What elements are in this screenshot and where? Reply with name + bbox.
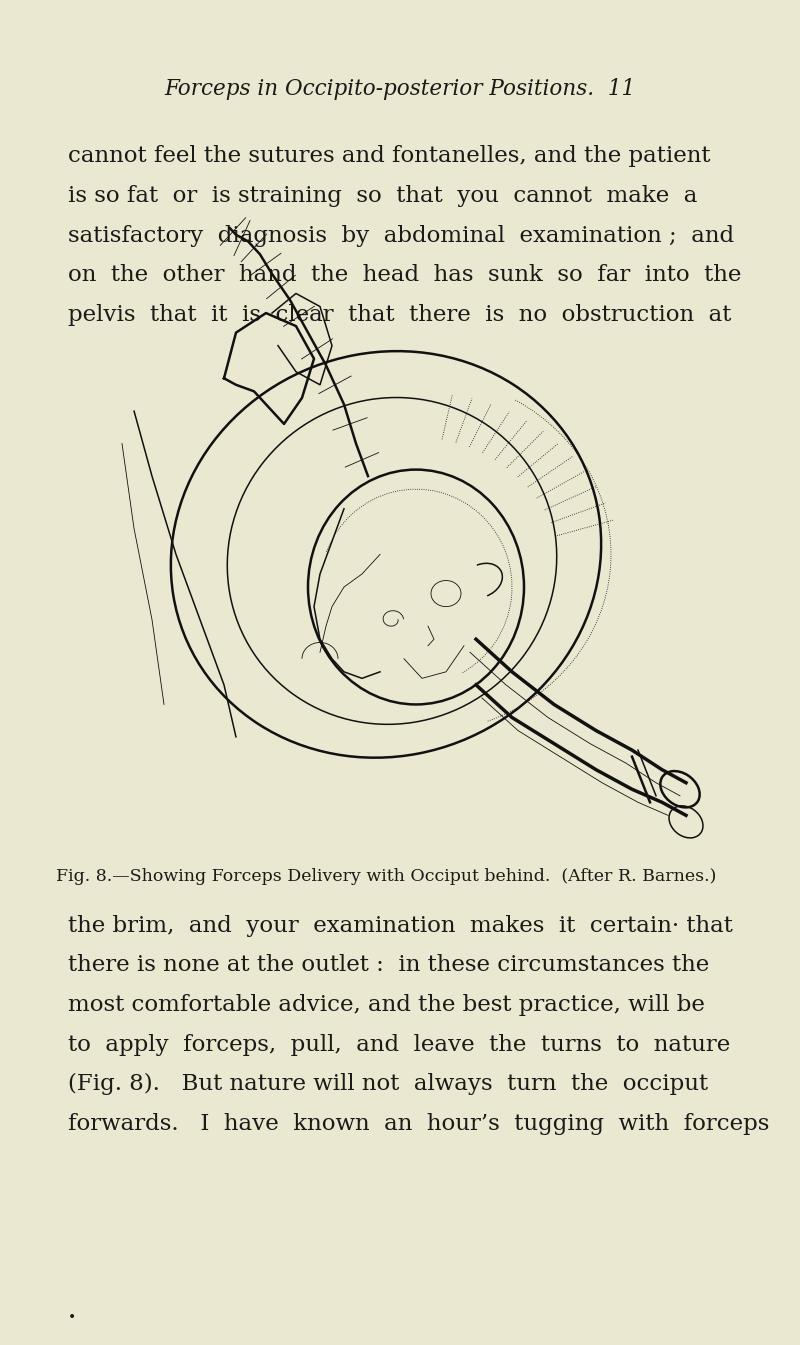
Text: to  apply  forceps,  pull,  and  leave  the  turns  to  nature: to apply forceps, pull, and leave the tu…: [68, 1033, 730, 1056]
Text: is so fat  or  is straining  so  that  you  cannot  make  a: is so fat or is straining so that you ca…: [68, 186, 698, 207]
Text: pelvis  that  it  is  clear  that  there  is  no  obstruction  at: pelvis that it is clear that there is no…: [68, 304, 731, 325]
Text: forwards.   I  have  known  an  hour’s  tugging  with  forceps: forwards. I have known an hour’s tugging…: [68, 1112, 770, 1135]
Text: cannot feel the sutures and fontanelles, and the patient: cannot feel the sutures and fontanelles,…: [68, 145, 710, 167]
Text: satisfactory  diagnosis  by  abdominal  examination ;  and: satisfactory diagnosis by abdominal exam…: [68, 225, 734, 246]
Text: Forceps in Occipito-posterior Positions.  11: Forceps in Occipito-posterior Positions.…: [165, 78, 635, 100]
Text: (Fig. 8).   But nature will not  always  turn  the  occiput: (Fig. 8). But nature will not always tur…: [68, 1073, 708, 1095]
Text: on  the  other  hand  the  head  has  sunk  so  far  into  the: on the other hand the head has sunk so f…: [68, 264, 742, 286]
Text: most comfortable advice, and the best practice, will be: most comfortable advice, and the best pr…: [68, 994, 705, 1015]
Text: the brim,  and  your  examination  makes  it  certain· that: the brim, and your examination makes it …: [68, 915, 733, 936]
Text: Fig. 8.—Showing Forceps Delivery with Occiput behind.  (After R. Barnes.): Fig. 8.—Showing Forceps Delivery with Oc…: [56, 868, 716, 885]
Text: •: •: [68, 1311, 76, 1325]
Text: there is none at the outlet :  in these circumstances the: there is none at the outlet : in these c…: [68, 955, 710, 976]
